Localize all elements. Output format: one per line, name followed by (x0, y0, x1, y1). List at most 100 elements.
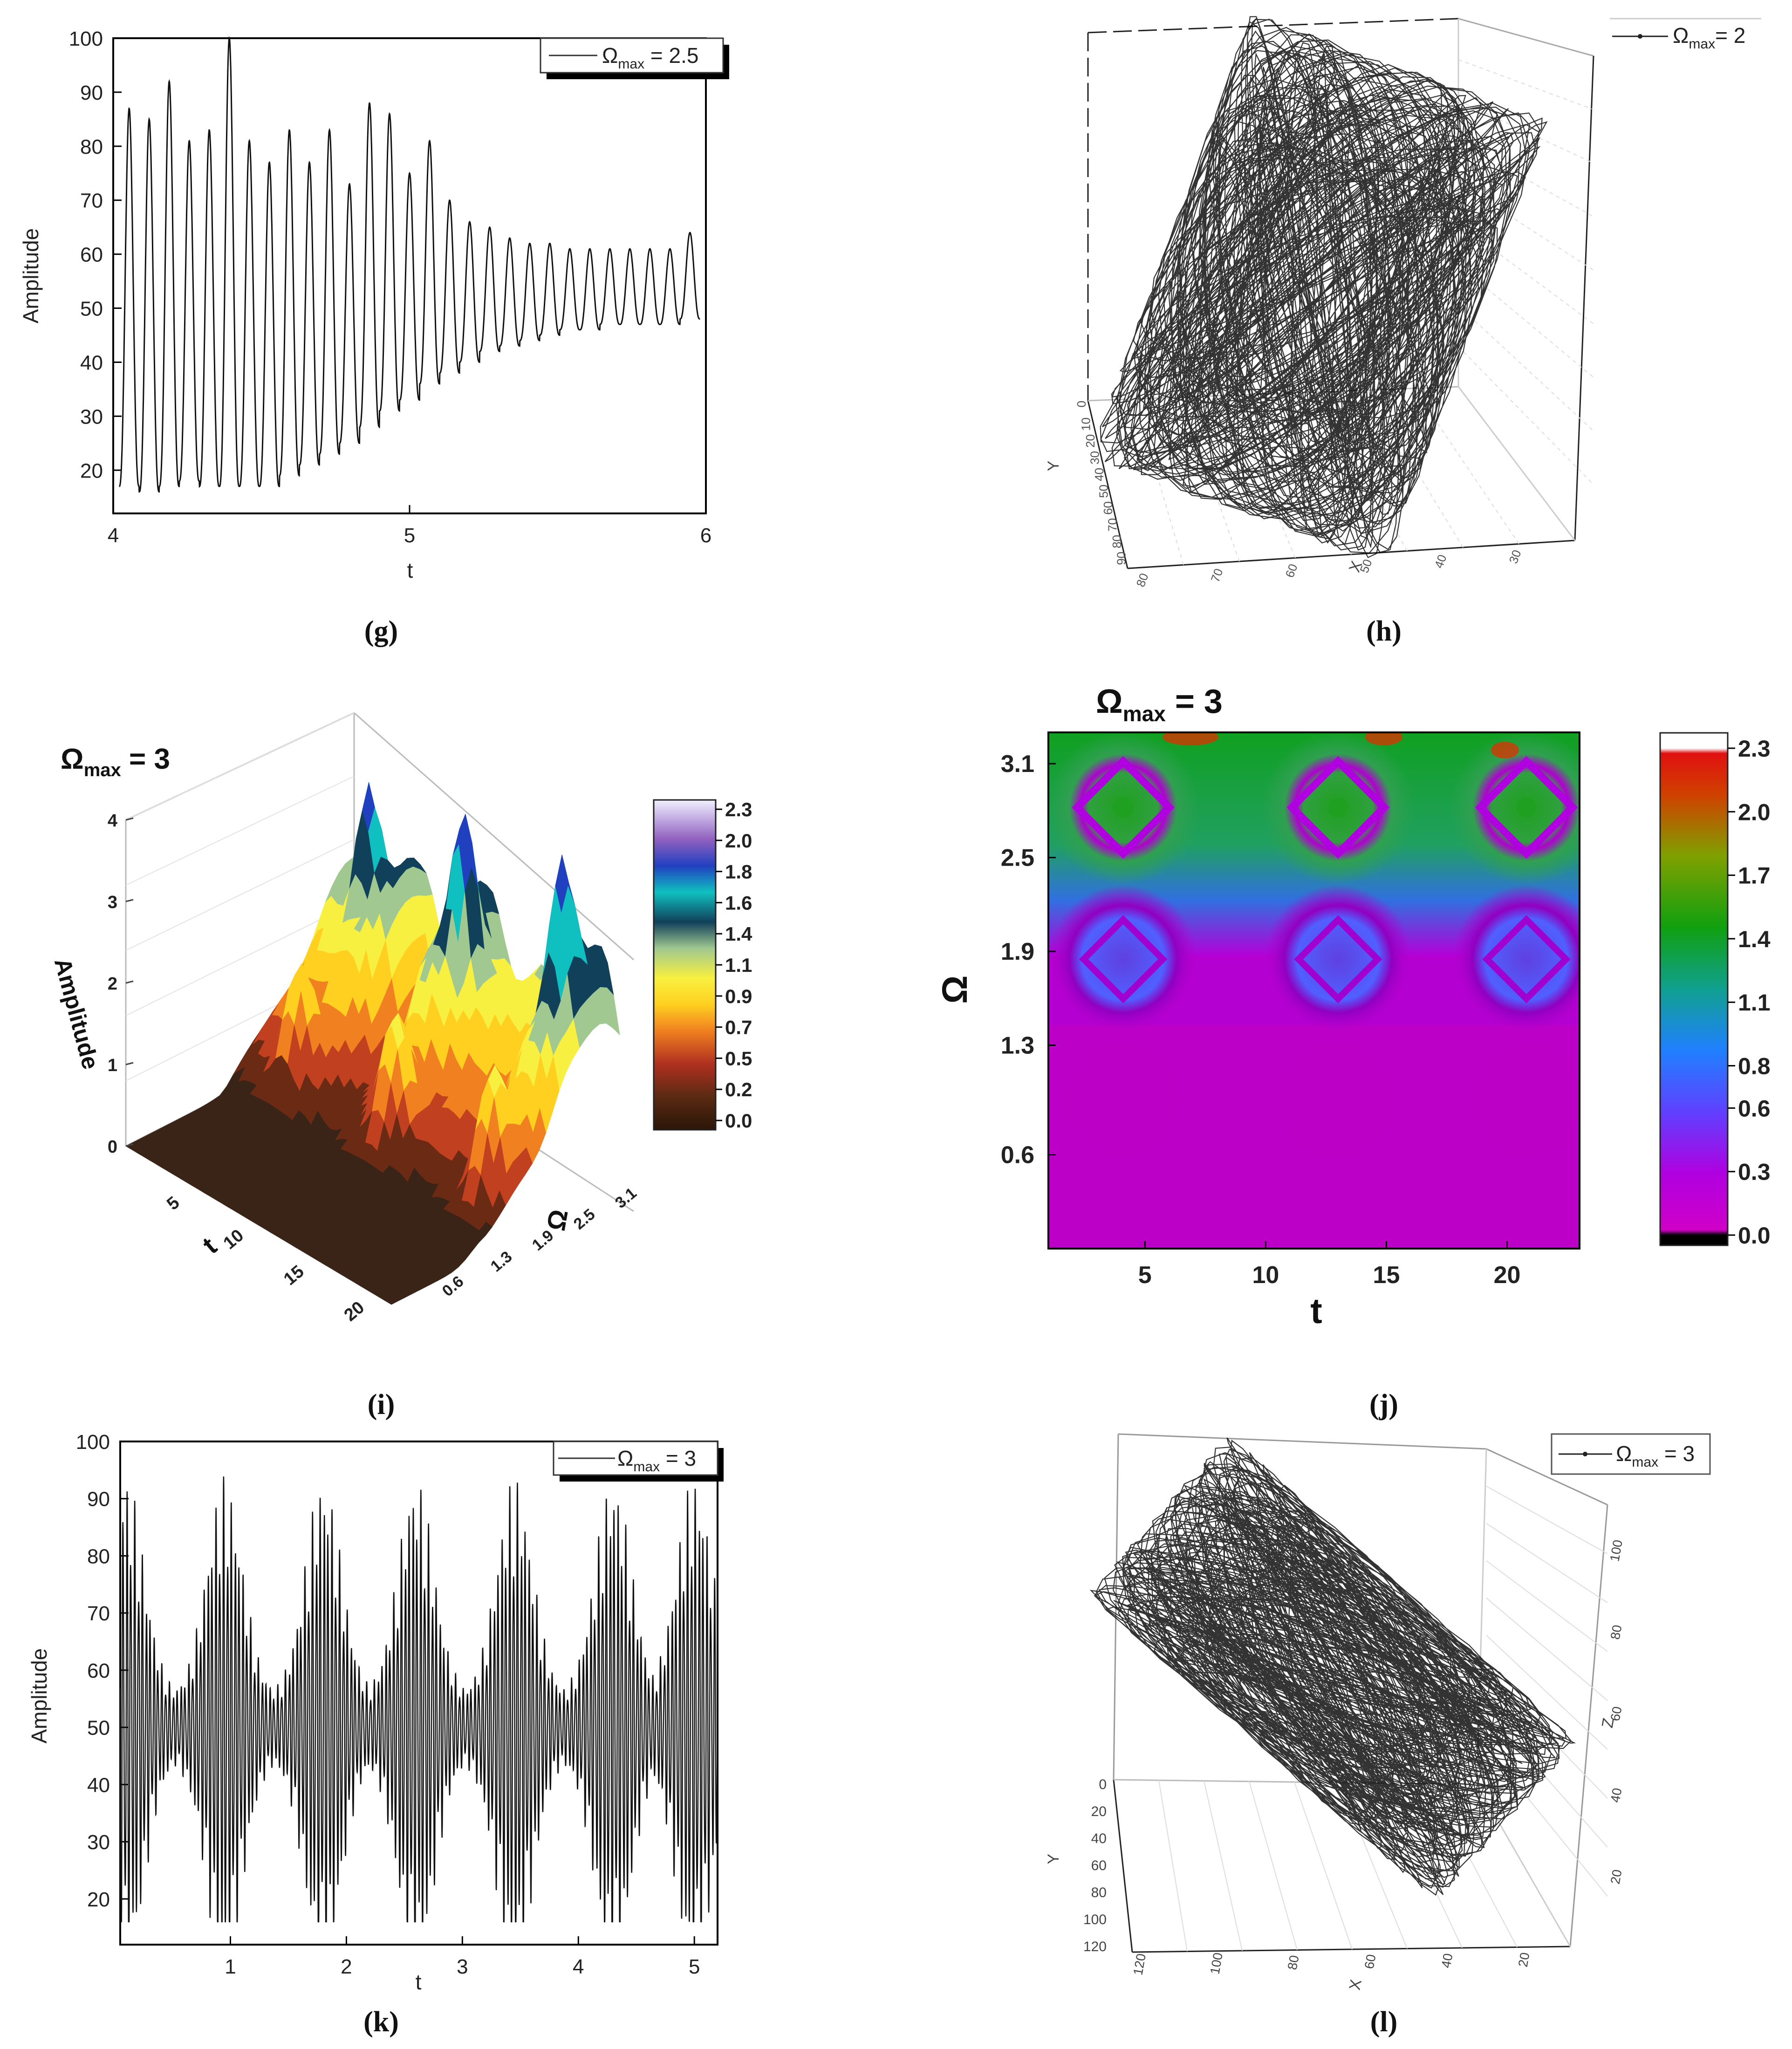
l-grid-line (1249, 1781, 1298, 1950)
h-y-tick-label: 80 (1110, 535, 1124, 548)
g-x-tick-label: 4 (108, 524, 119, 547)
i-z-tick-mark (125, 980, 134, 984)
j-panel-label: (j) (1369, 1389, 1398, 1421)
i-z-tick-label: 4 (108, 811, 117, 831)
k-legend: Ωmax = 3 (553, 1441, 724, 1482)
k-y-tick-label: 90 (87, 1488, 110, 1511)
j-heat-ring-low (1067, 1044, 1179, 1156)
h-y-tick-label: 60 (1101, 501, 1115, 515)
i-surface (125, 782, 620, 1305)
l-x-tick-label: 100 (1207, 1952, 1225, 1975)
j-heatmap-cells (1048, 732, 1580, 1156)
j-y-tick-label: 1.9 (1001, 938, 1034, 965)
k-x-tick-label: 5 (689, 1955, 700, 1978)
j-colorbar: 2.3 2.0 1.7 1.4 1.1 0.8 0.6 0.3 0.0 (1659, 732, 1771, 1249)
h-x-tick-label: 70 (1208, 567, 1226, 584)
h-legend-text: Ωmax= 2 (1673, 23, 1745, 52)
h-y-tick-label: 50 (1097, 485, 1111, 498)
l-z-tick-label: 20 (1608, 1868, 1625, 1885)
j-heatmap-area (1047, 731, 1580, 1250)
l-y-tick-label: 100 (1083, 1912, 1107, 1927)
l-y-tick-label: 80 (1091, 1885, 1107, 1900)
i-colorbar-ticks: 2.3 2.0 1.8 1.6 1.4 1.1 0.9 0.7 0.5 0.2 0.0 (716, 799, 752, 1132)
h-grid-line (1414, 388, 1519, 545)
g-y-tick-label: 50 (80, 298, 103, 321)
l-box-gridlines (1158, 1486, 1608, 1952)
g-x-axis-label: t (407, 558, 413, 582)
l-grid-line (1486, 1598, 1608, 1701)
j-colorbar-label: 0.8 (1738, 1053, 1771, 1079)
k-x-tick-label: 3 (457, 1955, 468, 1978)
h-panel-label: (h) (1366, 615, 1402, 647)
j-heat-ring-mid (1048, 884, 1198, 1034)
i-grid-line (125, 839, 355, 951)
k-series-line (119, 1476, 718, 1923)
k-y-ticks: 20 30 40 50 60 70 80 90 100 (76, 1431, 129, 1911)
j-y-tick-label: 3.1 (1001, 751, 1034, 778)
i-z-ticks: 0 1 2 3 4 (108, 811, 134, 1157)
j-y-tick-label: 2.5 (1001, 845, 1034, 872)
j-title: Ωmax = 3 (1096, 683, 1223, 726)
l-grid-line (1294, 1782, 1353, 1950)
g-y-tick-label: 40 (80, 351, 103, 374)
h-trajectory (1100, 16, 1548, 559)
i-z-tick-mark (125, 1062, 134, 1065)
g-legend: Ωmax = 2.5 (540, 37, 729, 79)
i-z-tick-mark (125, 817, 134, 821)
l-z-tick-label: 100 (1607, 1539, 1625, 1563)
g-y-tick-label: 20 (80, 459, 103, 482)
i-colorbar-label: 1.4 (725, 923, 752, 945)
l-x-tick-label: 60 (1362, 1953, 1379, 1970)
g-y-tick-label: 70 (80, 190, 103, 212)
j-heat-core-top (1516, 797, 1537, 818)
i-colorbar-label: 0.7 (725, 1017, 752, 1038)
l-y-ticks: 0 20 40 60 80 100 120 (1083, 1777, 1107, 1954)
j-heat-ring-mid (1263, 884, 1413, 1034)
k-y-tick-label: 30 (87, 1831, 110, 1854)
g-x-tick-label: 5 (404, 524, 415, 547)
j-heat-ring-top (1450, 732, 1580, 885)
h-grid-line (1181, 397, 1240, 562)
i-z-tick-label: 0 (108, 1137, 117, 1157)
i-colorbar-label: 1.6 (725, 892, 752, 914)
j-heat-hotspot (1163, 732, 1218, 745)
k-x-ticks: 1 2 3 4 5 (225, 1936, 700, 1978)
j-y-axis-label: Ω (935, 976, 975, 1004)
j-colorbar-label: 1.7 (1738, 863, 1771, 889)
j-heat-core-top (1113, 797, 1134, 818)
i-omega-tick-label: 2.5 (570, 1205, 599, 1233)
i-z-tick-mark (125, 899, 134, 902)
h-grid-line (1458, 305, 1594, 431)
h-y-tick-label: 90 (1115, 552, 1129, 565)
l-legend-text: Ωmax = 3 (1616, 1441, 1695, 1470)
j-heat-ring-mid (1452, 884, 1580, 1034)
g-y-ticks: 20 30 40 50 60 70 80 90 100 (69, 27, 122, 482)
l-grid-line (1158, 1780, 1188, 1952)
k-y-tick-label: 50 (87, 1717, 110, 1740)
h-x-ticks: 80 70 60 50 40 30 (1134, 548, 1524, 588)
j-heat-diamond-mid (1294, 915, 1382, 1004)
h-box-gridlines (1134, 59, 1594, 565)
j-colorbar-label: 1.1 (1738, 990, 1771, 1016)
h-y-axis-label: Y (1045, 461, 1062, 471)
j-x-tick-label: 20 (1494, 1262, 1521, 1289)
i-surface-facet (385, 1297, 399, 1305)
l-x-axis-label: X (1346, 1978, 1365, 1992)
j-heat-hotspot (1365, 732, 1402, 745)
k-y-tick-label: 20 (87, 1888, 110, 1911)
l-x-ticks: 120 100 80 60 40 20 (1130, 1951, 1532, 1976)
i-t-axis-label: t (197, 1231, 222, 1259)
i-colorbar-label: 2.0 (725, 830, 752, 852)
i-omega-axis-label: Ω (541, 1207, 574, 1233)
k-y-tick-label: 100 (76, 1431, 110, 1454)
h-grid-line (1458, 59, 1594, 110)
i-grid-line (125, 776, 355, 886)
h-grid-line (1458, 100, 1594, 164)
l-grid-line (1486, 1523, 1608, 1603)
h-legend: Ωmax= 2 (1610, 18, 1761, 52)
l-y-tick-label: 40 (1091, 1831, 1107, 1846)
l-y-tick-label: 0 (1099, 1777, 1107, 1792)
i-colorbar-label: 0.5 (725, 1047, 752, 1069)
